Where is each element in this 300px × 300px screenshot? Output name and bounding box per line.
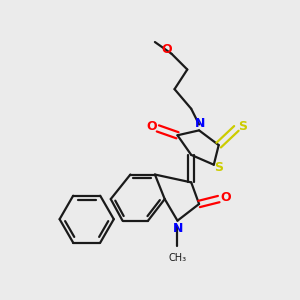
Text: CH₃: CH₃ [168,253,187,263]
Text: N: N [173,221,184,235]
Text: O: O [221,191,231,204]
Text: O: O [146,120,157,134]
Text: N: N [195,117,205,130]
Text: S: S [238,120,247,134]
Text: O: O [162,43,172,56]
Text: S: S [214,161,224,174]
